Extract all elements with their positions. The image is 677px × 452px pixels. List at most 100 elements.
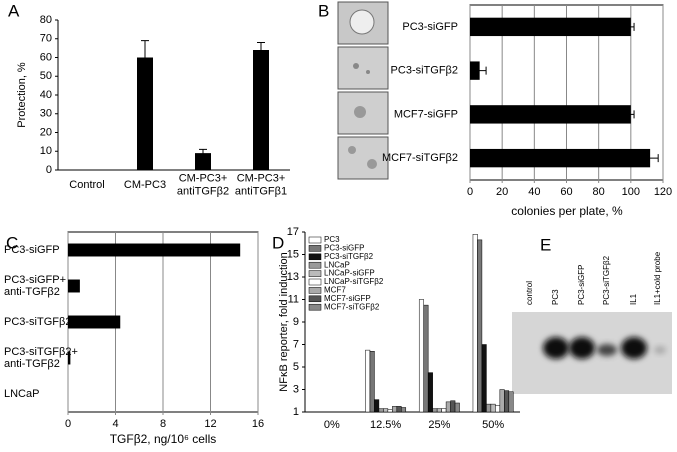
x-tick-label: 0 [65,418,71,430]
x-tick-label: 12 [204,418,216,430]
lane-label: PC3-siGFP [577,265,586,305]
y-axis-label: NFκB reporter, fold induction [278,252,290,391]
category-label: anti-TGFβ2 [4,358,60,370]
x-tick-label: 60 [560,186,572,198]
x-tick-label: 40 [528,186,540,198]
legend-label: PC3 [324,235,340,244]
bar [432,408,438,413]
bar [68,315,121,329]
category-label: PC3-siTGFβ2 [391,65,458,77]
y-tick-label: 0 [46,164,52,176]
legend-swatch [308,278,322,286]
bar [68,243,241,257]
bar [396,406,402,413]
bar [454,402,460,413]
legend-swatch [308,245,322,252]
error-bar [257,42,265,58]
legend-swatch [308,236,322,244]
legend-label: MCF7-siTGFβ2 [324,302,380,311]
legend-swatch [308,253,322,261]
x-axis-label: TGFβ2, ng/10⁶ cells [110,432,217,446]
photo [337,136,389,180]
x-tick-label: 4 [112,418,118,430]
legend-label: LNCaP-siGFP [324,269,375,278]
bar [499,389,505,413]
colony [349,9,375,35]
bar [504,390,510,413]
colony [366,70,370,74]
bar [450,400,456,413]
legend-swatch [308,261,322,269]
legend-label: MCF7 [324,286,346,295]
bar [418,299,424,413]
legend-swatch [308,287,322,294]
category-label: anti-TGFβ2 [4,286,60,298]
y-tick-label: 7 [293,338,299,350]
bar [445,401,451,413]
bar [436,408,442,413]
category-label: MCF7-siGFP [394,108,458,120]
gel-panel: E control PC3 PC3-siGFP PC3-siTGFβ2 IL1 … [512,235,672,394]
y-tick-label: 20 [40,126,52,138]
colony [348,146,356,154]
y-tick-label: 10 [40,145,52,157]
error-bar [642,154,659,163]
bar [470,17,631,37]
band [597,344,617,356]
category-label: PC3-siTGFβ2+ [4,346,78,358]
y-tick-label: 11 [288,293,299,305]
category-label: MCF7-siTGFβ2 [382,152,458,164]
x-axis-label: colonies per plate, % [511,204,623,218]
bar [477,239,483,413]
bar [137,57,153,170]
bar [470,105,631,124]
legend-label: PC3-siGFP [324,244,364,253]
error-bar [199,148,207,157]
bar [486,403,492,413]
error-bar [141,40,149,75]
category-label: PC3-siGFP [402,21,458,33]
bar [378,408,384,413]
legend-label: LNCaP [324,260,350,269]
category-label: CM-PC3 [124,179,166,191]
y-tick-label: 50 [40,70,52,82]
category-label: antiTGFβ2 [177,185,229,197]
legend-swatch [308,270,322,277]
panel-letter: A [8,1,20,20]
bar [481,344,487,413]
bar [369,351,375,413]
bar [387,409,393,413]
y-tick-label: 30 [40,108,52,120]
band [621,337,647,359]
bar [392,406,398,413]
bar [495,405,501,413]
x-tick-label: 8 [160,418,166,430]
error-bar [627,110,635,119]
band [569,337,595,359]
y-tick-label: 9 [293,316,299,328]
y-tick-label: 60 [40,51,52,63]
legend-label: LNCaP-siTGFβ2 [324,277,384,286]
x-tick-label: 80 [593,186,605,198]
lane-label: IL1 [629,293,638,305]
x-tick-label: 20 [496,186,508,198]
legend-swatch [308,295,322,303]
panel-letter: E [540,235,551,254]
bar [68,351,71,365]
band [543,337,569,359]
category-label: CM-PC3+ [179,172,228,184]
y-tick-label: 5 [293,361,299,373]
y-tick-label: 1 [293,406,299,418]
bar [383,408,389,413]
category-label: PC3-siGFP+ [4,274,66,286]
error-bar [473,66,487,75]
category-label: 50% [482,419,504,431]
panel-letter: D [272,233,284,252]
lane-label: IL1+cold probe [653,251,662,305]
y-axis-label: Protection, % [16,62,28,128]
legend-label: PC3-siTGFβ2 [324,252,374,261]
bar [472,234,478,413]
bar [508,391,514,413]
bar [401,407,407,413]
lane-label: PC3-siTGFβ2 [602,255,611,305]
